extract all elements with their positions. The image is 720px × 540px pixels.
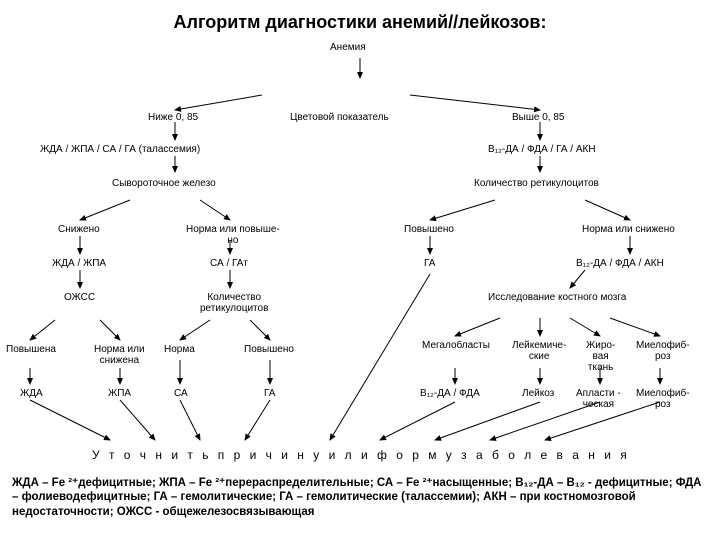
node: Миелофиб- роз (636, 388, 690, 410)
node: Ниже 0, 85 (148, 112, 198, 123)
node: Норма или снижено (582, 224, 675, 235)
node: ОЖСС (64, 292, 95, 303)
page-title: Алгоритм диагностики анемий//лейкозов: (10, 12, 710, 33)
node: Норма или снижена (94, 344, 145, 366)
node: Анемия (330, 42, 366, 53)
node: Повышено (244, 344, 294, 355)
node: Норма (164, 344, 195, 355)
node: Норма или повыше- но (186, 224, 280, 246)
node: Снижено (58, 224, 100, 235)
node: ЖДА / ЖПА (52, 258, 106, 269)
node: ГА (264, 388, 275, 399)
node: Исследование костного мозга (488, 292, 626, 303)
node: Повышена (6, 344, 56, 355)
node: Лейкоз (522, 388, 554, 399)
legend-text: ЖДА – Fe ²⁺дефицитные; ЖПА – Fe ²⁺перера… (12, 476, 708, 519)
node: ЖПА (108, 388, 131, 399)
node: Количество ретикулоцитов (474, 178, 599, 189)
node: ЖДА (20, 388, 43, 399)
node: СА (174, 388, 188, 399)
node: Цветовой показатель (290, 112, 389, 123)
node: В₁₂‑ДА / ФДА (420, 388, 480, 399)
bottom-phrase: У т о ч н и т ь п р и ч и н у и л и ф о … (92, 448, 630, 462)
node: Выше 0, 85 (512, 112, 564, 123)
node: Количество ретикулоцитов (200, 292, 268, 314)
node: Сывороточное железо (112, 178, 216, 189)
node: Жиро- вая ткань (586, 340, 615, 373)
node: Миелофиб- роз (636, 340, 690, 362)
node: Лейкемиче- ские (512, 340, 566, 362)
node: Мегалобласты (422, 340, 490, 351)
node: В₁₂‑ДА / ФДА / АКН (576, 258, 664, 269)
node: В₁₂‑ДА / ФДА / ГА / АКН (488, 144, 596, 155)
node: Апласти - ческая (576, 388, 621, 410)
node: Повышено (404, 224, 454, 235)
node: СА / ГАт (210, 258, 248, 269)
node: ЖДА / ЖПА / СА / ГА (талассемия) (40, 144, 200, 155)
node: ГА (424, 258, 435, 269)
